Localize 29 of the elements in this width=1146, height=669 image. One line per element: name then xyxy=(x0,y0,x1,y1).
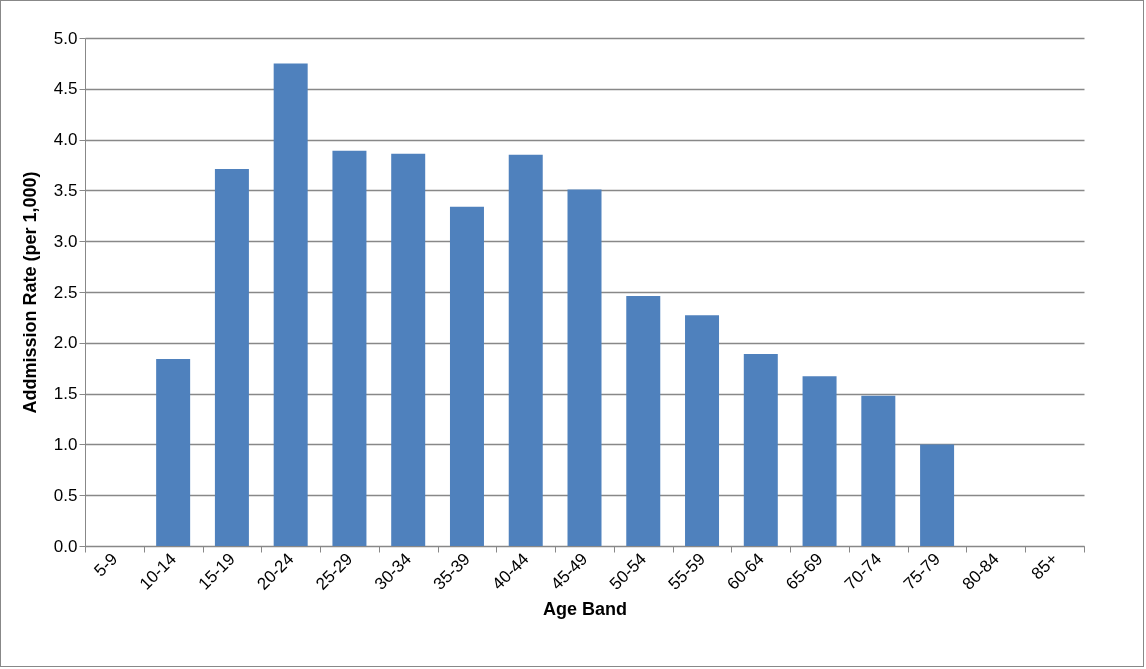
bar xyxy=(449,206,484,546)
y-tick-label: 5.0 xyxy=(53,28,78,48)
bar xyxy=(332,150,367,546)
y-tick-label: 0.0 xyxy=(53,536,78,556)
bar xyxy=(156,359,191,546)
y-tick-label: 1.5 xyxy=(53,384,78,404)
x-tick-label: 85+ xyxy=(1027,549,1062,584)
y-tick-label: 3.5 xyxy=(53,180,78,200)
y-axis-title: Addmission Rate (per 1,000) xyxy=(19,171,40,414)
bar xyxy=(567,189,602,546)
bar xyxy=(273,63,308,546)
y-tick-label: 0.5 xyxy=(53,485,78,505)
y-tick-label: 4.5 xyxy=(53,79,78,99)
bar xyxy=(920,444,955,546)
bar xyxy=(802,376,837,546)
bar xyxy=(743,353,778,546)
bar xyxy=(508,154,543,546)
bar xyxy=(214,169,249,546)
bar xyxy=(861,395,896,546)
bar xyxy=(391,153,426,546)
y-tick-label: 2.5 xyxy=(53,282,78,302)
y-tick-label: 4.0 xyxy=(53,130,78,150)
x-tick-label: 5-9 xyxy=(90,549,122,581)
bar xyxy=(626,296,661,546)
y-tick-label: 3.0 xyxy=(53,231,78,251)
x-axis-title: Age Band xyxy=(542,598,628,619)
bar xyxy=(685,315,720,546)
y-tick-label: 1.0 xyxy=(53,434,78,454)
y-tick-label: 2.0 xyxy=(53,333,78,353)
